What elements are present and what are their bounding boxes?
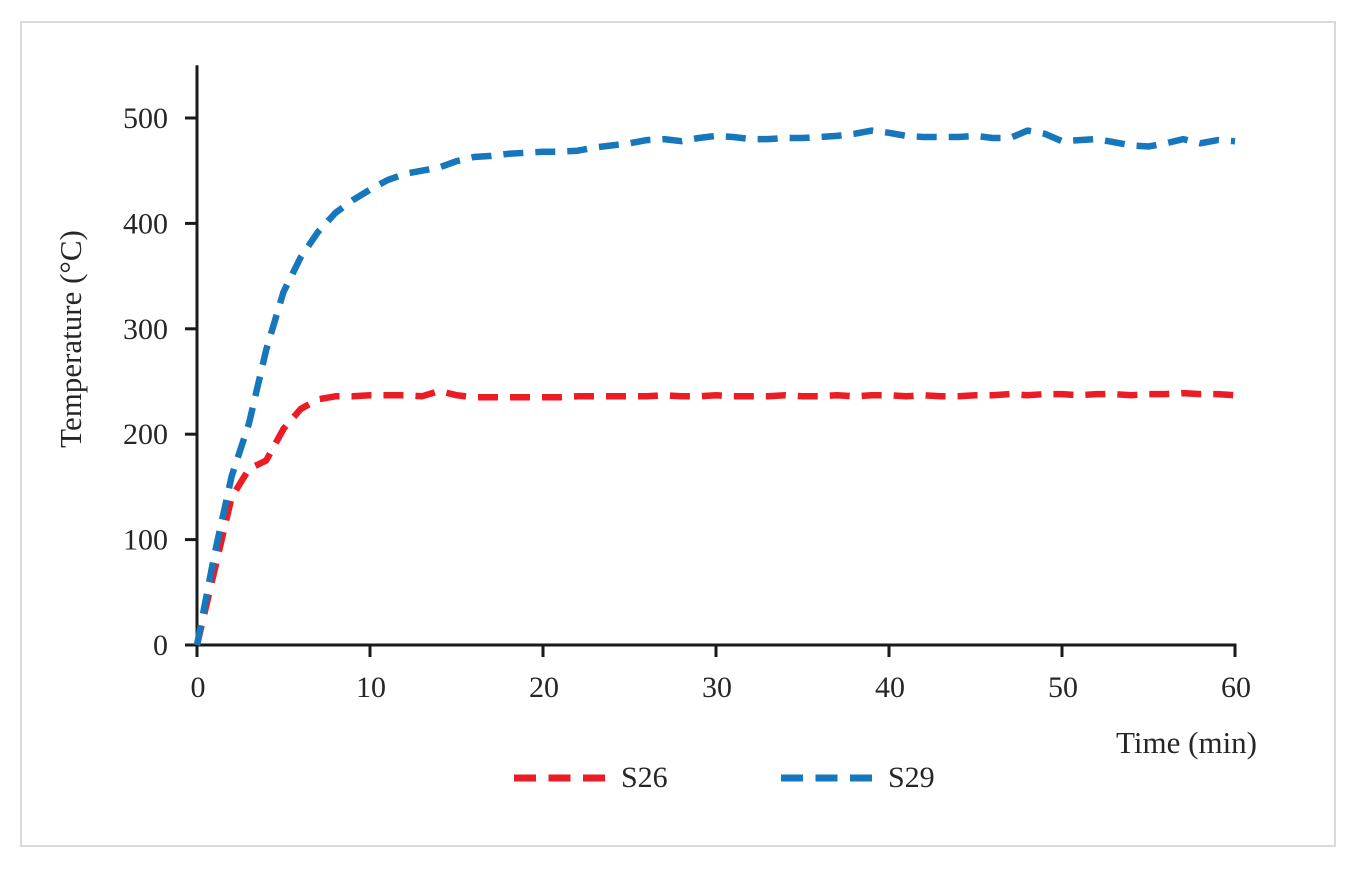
y-tick-label: 100: [123, 524, 168, 557]
figure-border: [20, 21, 1336, 847]
y-tick-label: 500: [123, 102, 168, 135]
x-axis-title: Time (min): [1116, 725, 1257, 760]
series-line-s29: [193, 127, 1236, 646]
legend-label-s29: S29: [888, 761, 935, 794]
legend-item-s26: S26: [513, 761, 668, 795]
y-tick-label: 400: [123, 207, 168, 240]
x-tick-label: 50: [1048, 671, 1078, 704]
x-tick-label: 40: [875, 671, 905, 704]
legend-dash-red-icon: [514, 774, 609, 782]
x-tick-label: 60: [1221, 671, 1251, 704]
legend-dash-blue-icon: [781, 774, 876, 782]
x-tick-label: 10: [356, 671, 386, 704]
legend-label-s26: S26: [621, 761, 668, 794]
series-line-s26: [193, 387, 1236, 646]
legend-item-s29: S29: [780, 761, 935, 795]
x-tick-label: 20: [529, 671, 559, 704]
x-tick-label: 0: [191, 671, 206, 704]
y-axis-title: Temperature (°C): [53, 230, 88, 448]
y-tick-label: 0: [153, 629, 168, 662]
y-tick-label: 200: [123, 418, 168, 451]
x-tick-label: 30: [702, 671, 732, 704]
y-tick-label: 300: [123, 313, 168, 346]
